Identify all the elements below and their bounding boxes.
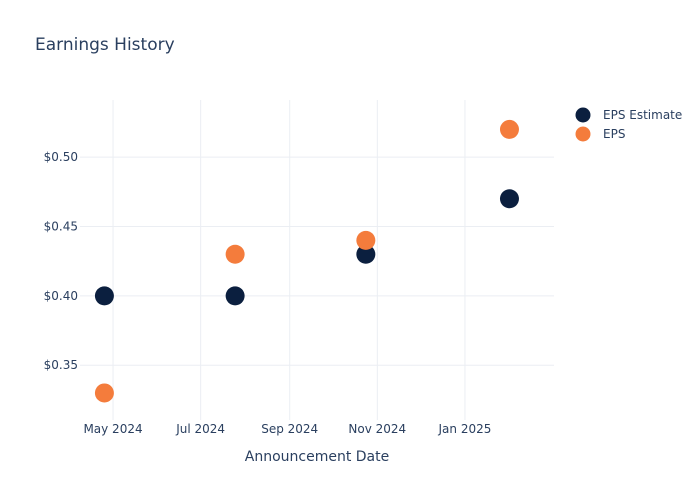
data-point[interactable]	[94, 383, 114, 403]
data-point[interactable]	[356, 244, 376, 264]
grid-lines	[80, 100, 554, 420]
legend-label: EPS Estimate	[603, 108, 682, 122]
data-point[interactable]	[225, 286, 245, 306]
x-tick-label: Sep 2024	[261, 422, 318, 436]
x-tick-label: Jan 2025	[438, 422, 492, 436]
data-point[interactable]	[499, 119, 519, 139]
chart-title: Earnings History	[35, 35, 175, 55]
data-points	[94, 119, 519, 403]
x-tick-label: Nov 2024	[348, 422, 406, 436]
legend-label: EPS	[603, 127, 625, 141]
legend-marker	[575, 107, 591, 123]
y-tick-label: $0.45	[44, 220, 78, 234]
data-point[interactable]	[356, 230, 376, 250]
data-point[interactable]	[94, 286, 114, 306]
legend-item[interactable]: EPS Estimate	[575, 107, 683, 123]
legend-item[interactable]: EPS	[575, 126, 626, 142]
x-tick-label: May 2024	[83, 422, 142, 436]
data-point[interactable]	[225, 244, 245, 264]
series-eps-estimate	[94, 189, 519, 306]
series-eps	[94, 119, 519, 403]
axes: May 2024 Jul 2024 Sep 2024 Nov 2024 Jan 2025…	[44, 150, 492, 436]
x-axis-title: Announcement Date	[245, 449, 389, 465]
legend-marker	[575, 126, 591, 142]
legend[interactable]: EPS Estimate EPS	[575, 107, 683, 142]
y-tick-label: $0.50	[44, 150, 78, 164]
y-tick-label: $0.35	[44, 358, 78, 372]
x-tick-label: Jul 2024	[175, 422, 225, 436]
data-point[interactable]	[499, 189, 519, 209]
y-tick-label: $0.40	[44, 289, 78, 303]
